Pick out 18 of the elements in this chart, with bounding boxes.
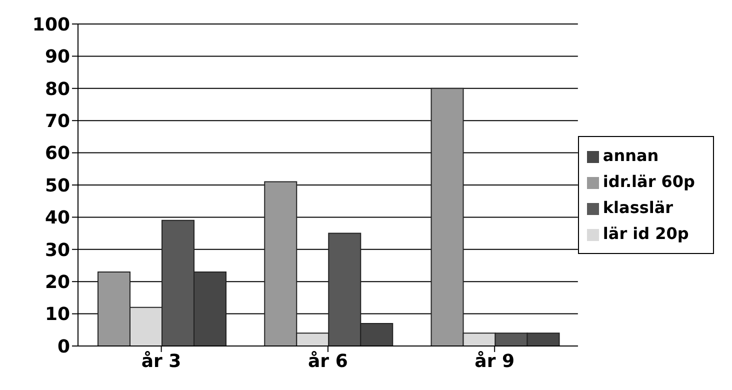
y-tick-label: 20 bbox=[44, 272, 70, 293]
legend-label: klasslär bbox=[602, 198, 674, 217]
x-tick-label: år 9 bbox=[474, 350, 515, 372]
y-tick-label: 60 bbox=[44, 143, 70, 164]
y-tick-label: 40 bbox=[44, 208, 70, 229]
y-tick-label: 70 bbox=[44, 110, 70, 132]
y-tick-label: 100 bbox=[32, 14, 70, 36]
y-tick-label: 10 bbox=[44, 304, 70, 326]
legend-label: lär id 20p bbox=[602, 224, 689, 243]
y-tick-label: 50 bbox=[44, 175, 70, 196]
y-tick-label: 30 bbox=[44, 240, 70, 261]
x-tick-label: år 6 bbox=[308, 350, 348, 372]
y-tick-label: 90 bbox=[44, 46, 70, 68]
y-tick-label: 80 bbox=[44, 78, 70, 100]
legend-label: idr.lär 60p bbox=[602, 172, 695, 191]
y-tick-label: 0 bbox=[57, 336, 70, 358]
x-tick-label: år 3 bbox=[141, 350, 182, 372]
legend-label: annan bbox=[602, 146, 659, 165]
